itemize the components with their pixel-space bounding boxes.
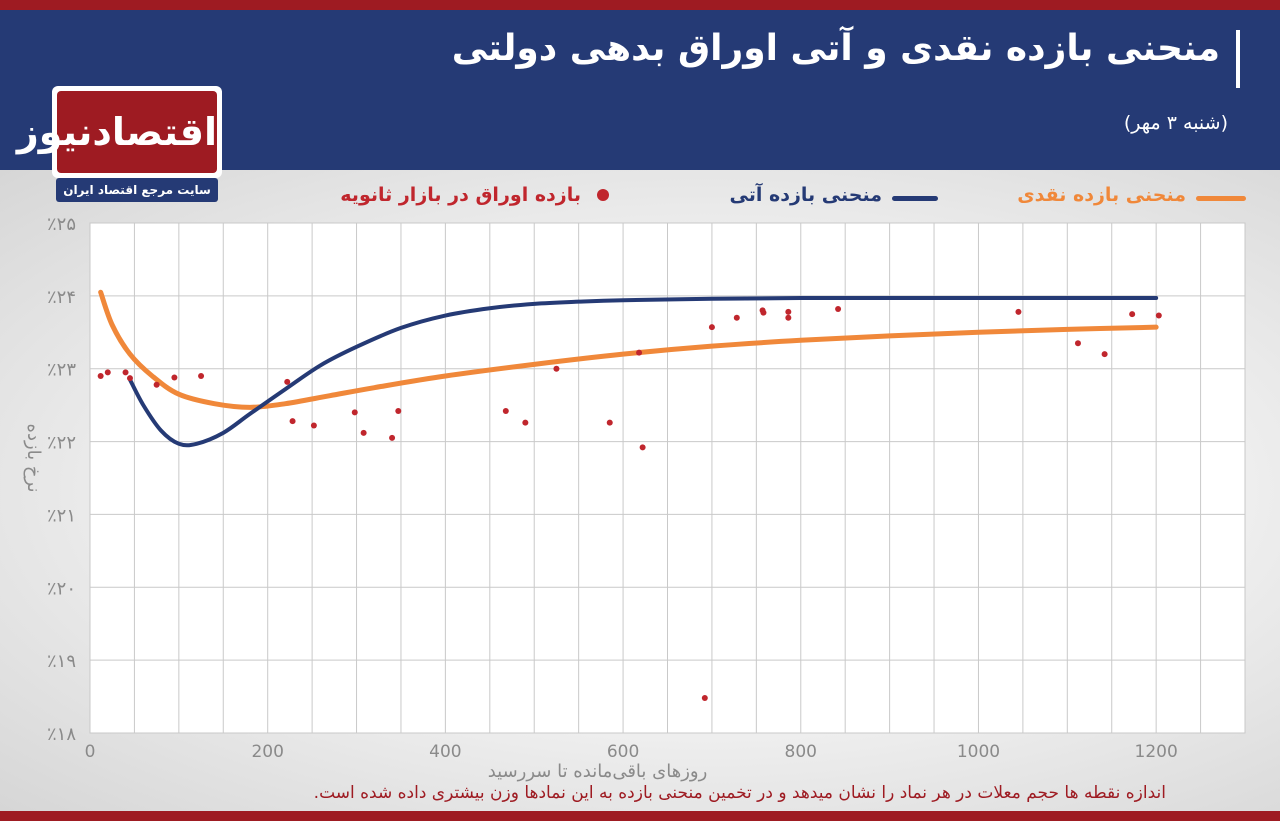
data-point	[395, 407, 402, 414]
data-point	[1101, 351, 1108, 358]
data-point	[835, 305, 842, 312]
data-point	[639, 444, 646, 451]
data-point	[310, 422, 317, 429]
data-point	[198, 373, 205, 379]
legend-points-swatch	[597, 189, 609, 201]
footnote: اندازه نقطه ها حجم معلات در هر نماد را ن…	[313, 783, 1166, 803]
top-accent-strip	[0, 0, 1280, 10]
legend-forward-label: منحنی بازده آتی	[729, 184, 882, 206]
logo-frame: اقتصادنیوز	[17, 86, 222, 178]
data-point	[636, 349, 643, 356]
data-point	[389, 434, 396, 441]
data-point	[122, 369, 129, 376]
forward-curve-line	[127, 295, 1159, 448]
data-point	[522, 419, 529, 426]
x-tick-label: 1000	[957, 742, 1000, 762]
data-point	[606, 419, 613, 426]
date-label: (شنبه ۳ مهر)	[1123, 112, 1228, 134]
data-point	[733, 314, 740, 321]
brand-logo: اقتصادنیوز سایت مرجع اقتصاد ایران	[17, 86, 222, 206]
logo-wordmark: اقتصادنیوز	[17, 91, 217, 173]
data-point	[104, 369, 111, 376]
legend-points-label: بازده اوراق در بازار ثانویه	[340, 184, 581, 206]
data-point	[97, 373, 104, 379]
x-tick-label: 400	[429, 742, 461, 762]
x-tick-label: 0	[85, 742, 96, 762]
data-point	[360, 429, 367, 436]
y-tick-label: ٪۲۴	[47, 287, 76, 308]
data-point	[289, 418, 296, 425]
x-tick-label: 800	[785, 742, 817, 762]
page-title: منحنی بازده نقدی و آتی اوراق بدهی دولتی	[451, 28, 1220, 69]
x-tick-label: 600	[607, 742, 639, 762]
data-point	[708, 324, 715, 331]
x-axis-title: روزهای باقی‌مانده تا سررسید	[488, 761, 708, 782]
title-accent-bar	[1236, 30, 1240, 88]
data-point	[553, 365, 560, 372]
data-point	[1074, 340, 1081, 347]
y-tick-label: ٪۲۵	[47, 214, 76, 235]
y-tick-label: ٪۲۰	[47, 578, 76, 599]
data-point	[1155, 312, 1162, 319]
y-tick-label: ٪۱۹	[47, 651, 76, 672]
data-point	[171, 374, 178, 381]
data-point	[153, 381, 160, 388]
legend-forward-swatch	[892, 196, 938, 201]
legend-spot-swatch	[1196, 196, 1246, 201]
spot-curve-line	[98, 289, 1159, 410]
legend-spot-label: منحنی بازده نقدی	[1017, 184, 1186, 206]
x-tick-label: 200	[251, 742, 283, 762]
data-point	[785, 314, 792, 321]
y-tick-label: ٪۲۳	[47, 360, 76, 381]
data-point	[785, 308, 792, 315]
data-point	[1129, 311, 1136, 318]
y-tick-label: ٪۱۸	[47, 724, 76, 745]
data-point	[502, 407, 509, 414]
x-tick-label: 1200	[1135, 742, 1178, 762]
bottom-accent-strip	[0, 811, 1280, 821]
y-tick-label: ٪۲۲	[47, 433, 76, 454]
y-axis-title: نرخ بازده	[23, 424, 44, 493]
data-point	[1015, 308, 1022, 315]
logo-tagline: سایت مرجع اقتصاد ایران	[56, 178, 218, 202]
y-tick-label: ٪۲۱	[47, 505, 76, 526]
data-point	[701, 695, 708, 702]
data-point	[126, 375, 133, 382]
data-point	[284, 378, 291, 385]
data-point	[351, 409, 358, 416]
data-point	[760, 309, 767, 316]
